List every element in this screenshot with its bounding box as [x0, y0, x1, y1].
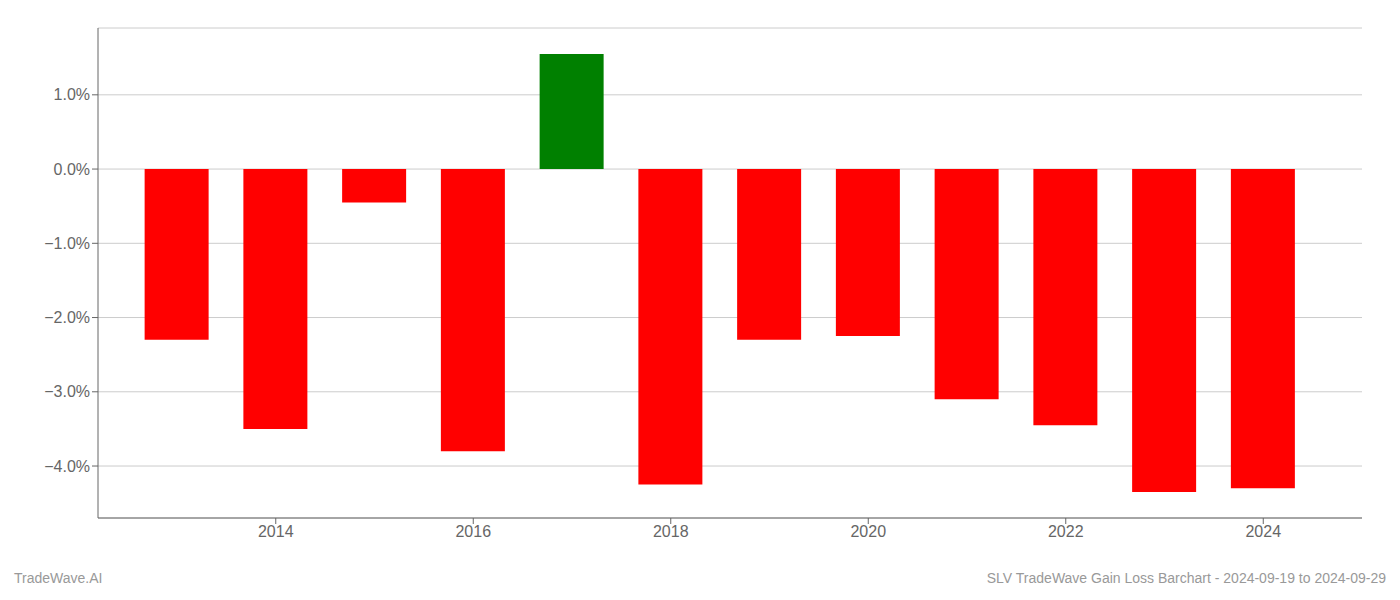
svg-text:1.0%: 1.0%	[54, 86, 90, 103]
svg-text:2020: 2020	[850, 523, 886, 540]
html-text:SLV TradeWave Gain Loss Barcha: SLV TradeWave Gain Loss Barchart - 2024-…	[986, 570, 1386, 586]
svg-text:−1.0%: −1.0%	[44, 235, 90, 252]
svg-text:−4.0%: −4.0%	[44, 458, 90, 475]
svg-text:2014: 2014	[258, 523, 294, 540]
svg-text:0.0%: 0.0%	[54, 161, 90, 178]
svg-text:2024: 2024	[1245, 523, 1281, 540]
svg-text:−2.0%: −2.0%	[44, 309, 90, 326]
svg-text:2016: 2016	[455, 523, 491, 540]
html-text:TradeWave.AI: TradeWave.AI	[14, 570, 103, 586]
svg-text:−3.0%: −3.0%	[44, 383, 90, 400]
svg-text:2018: 2018	[653, 523, 689, 540]
svg-text:2022: 2022	[1048, 523, 1084, 540]
